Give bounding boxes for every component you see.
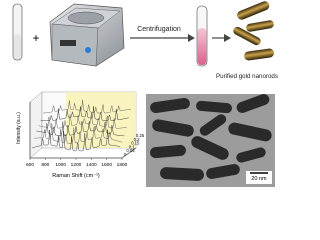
rod	[150, 144, 186, 159]
product-label: Purified gold nanorods	[216, 73, 278, 80]
x-tick-label: 1600	[101, 162, 112, 168]
rod	[191, 136, 229, 160]
rod	[228, 122, 272, 142]
rod	[196, 100, 232, 114]
depth-tick-label: 0.1	[129, 144, 135, 149]
depth-tick-label: 0.2	[134, 137, 140, 142]
depth-tick-label: 0.05	[126, 148, 135, 153]
rod	[236, 147, 266, 163]
x-tick-label: 800	[41, 162, 49, 168]
nanorods	[233, 1, 274, 61]
figure: + Centrifugation Purified gold nanorods …	[12, 1, 278, 187]
step-label: Centrifugation	[137, 26, 181, 33]
spectrum	[38, 112, 127, 129]
spectrum	[40, 106, 129, 121]
y-axis-label: Intensity (a.u.)	[16, 112, 22, 144]
depth-tick-label: 0	[124, 152, 127, 157]
raman-plot	[29, 91, 137, 159]
rod	[150, 97, 190, 114]
depth-tick-label: 0.25	[136, 133, 145, 138]
spectrum	[36, 120, 125, 137]
scale-label: 20 nm	[251, 176, 267, 182]
spectrum	[43, 99, 131, 114]
sample-tube	[196, 5, 208, 67]
page: + Centrifugation Purified gold nanorods …	[12, 1, 278, 187]
x-tick-label: 1200	[71, 162, 82, 168]
x-axis-label: Raman Shift (cm⁻¹)	[52, 173, 100, 179]
spectrum	[34, 123, 123, 144]
arrow-head	[188, 34, 195, 42]
spectrum	[31, 129, 121, 152]
x-tick-label: 1800	[117, 162, 128, 168]
rod	[206, 164, 240, 179]
depth-tick-label: 0.15	[131, 141, 140, 146]
rod	[160, 167, 204, 181]
x-tick-label: 1000	[55, 162, 66, 168]
centrifuge	[49, 3, 125, 67]
empty-tube	[12, 3, 23, 61]
rod	[236, 94, 270, 113]
plus-sign: +	[32, 31, 39, 45]
scale-box	[246, 171, 272, 184]
x-tick-label: 1400	[86, 162, 97, 168]
rod	[152, 119, 194, 137]
arrow-head	[224, 34, 231, 42]
x-tick-label: 600	[26, 162, 34, 168]
rod	[199, 114, 227, 136]
